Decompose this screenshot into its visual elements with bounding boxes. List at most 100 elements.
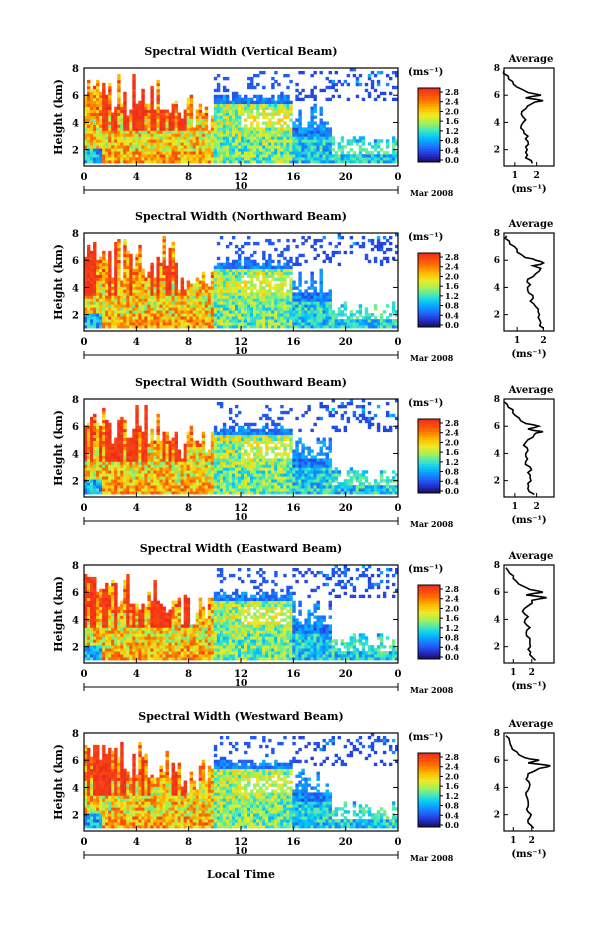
- heatmap-cell: [355, 310, 360, 314]
- heatmap-cell: [289, 157, 293, 161]
- heatmap-cell: [274, 313, 278, 317]
- heatmap-cell: [367, 157, 372, 161]
- heatmap-cell: [244, 283, 248, 287]
- heatmap-cell: [108, 325, 112, 329]
- heatmap-cell: [120, 133, 124, 137]
- profile-y-tick-label: 6: [494, 256, 500, 266]
- heatmap-cell: [210, 292, 215, 296]
- colorbar-segment: [418, 276, 440, 280]
- heatmap-cell: [213, 425, 218, 430]
- heatmap-cell: [108, 94, 112, 99]
- heatmap-cell: [304, 157, 308, 161]
- heatmap-cell: [99, 310, 103, 314]
- heatmap-cell: [189, 437, 194, 441]
- heatmap-cell: [159, 292, 163, 296]
- heatmap-cell: [114, 286, 118, 290]
- heatmap-cell: [301, 154, 305, 158]
- heatmap-cell: [313, 133, 317, 137]
- heatmap-cell: [271, 277, 275, 281]
- heatmap-cell: [135, 118, 139, 122]
- heatmap-cell: [147, 286, 151, 290]
- heatmap-cell: [159, 491, 163, 495]
- heatmap-cell: [87, 488, 91, 492]
- heatmap-cell: [96, 455, 100, 459]
- heatmap-cell: [213, 464, 218, 468]
- heatmap-cell: [96, 479, 100, 483]
- heatmap-cell: [141, 470, 145, 474]
- heatmap-cell: [159, 325, 163, 329]
- heatmap-cell: [84, 446, 88, 450]
- heatmap-cell: [304, 94, 308, 99]
- heatmap-cell: [168, 139, 172, 143]
- heatmap-cell: [310, 106, 314, 110]
- heatmap-cell: [117, 94, 121, 99]
- heatmap-cell: [111, 151, 115, 155]
- heatmap-cell: [210, 151, 215, 155]
- heatmap-cell: [183, 307, 188, 311]
- heatmap-cell: [126, 313, 130, 317]
- heatmap-cell: [90, 286, 94, 290]
- heatmap-cell: [391, 142, 396, 146]
- heatmap-cell: [352, 241, 357, 246]
- heatmap-cell: [174, 461, 178, 465]
- heatmap-cell: [141, 437, 145, 441]
- heatmap-cell: [144, 289, 148, 293]
- heatmap-cell: [135, 482, 139, 486]
- heatmap-cell: [108, 112, 112, 116]
- colorbar-segment: [418, 106, 440, 110]
- heatmap-cell: [334, 154, 339, 158]
- heatmap-cell: [126, 271, 130, 275]
- heatmap-cell: [132, 76, 136, 81]
- heatmap-cell: [292, 148, 296, 152]
- heatmap-cell: [286, 262, 290, 267]
- heatmap-cell: [204, 289, 209, 293]
- heatmap-cell: [114, 250, 118, 255]
- heatmap-cell: [328, 136, 332, 140]
- heatmap-cell: [162, 154, 166, 158]
- heatmap-cell: [114, 325, 118, 329]
- heatmap-cell: [334, 244, 339, 249]
- heatmap-cell: [129, 151, 133, 155]
- heatmap-cell: [277, 82, 281, 87]
- heatmap-cell: [153, 286, 157, 290]
- heatmap-cell: [90, 139, 94, 143]
- heatmap-cell: [216, 437, 221, 441]
- heatmap-cell: [171, 259, 175, 264]
- heatmap-cell: [241, 154, 245, 158]
- heatmap-cell: [385, 154, 390, 158]
- heatmap-cell: [144, 121, 148, 125]
- heatmap-cell: [105, 259, 109, 264]
- heatmap-cell: [262, 106, 266, 110]
- profile-x-tick-label: 2: [540, 336, 546, 346]
- colorbar-segment: [418, 103, 440, 107]
- heatmap-cell: [189, 118, 194, 122]
- heatmap-cell: [391, 304, 396, 308]
- heatmap-cell: [310, 124, 314, 128]
- heatmap-cell: [367, 73, 372, 78]
- heatmap-cell: [135, 422, 139, 427]
- heatmap-cell: [138, 313, 142, 317]
- heatmap-cell: [165, 154, 169, 158]
- heatmap-cell: [162, 262, 166, 267]
- heatmap-cell: [213, 139, 218, 143]
- colorbar-segment: [418, 93, 440, 97]
- heatmap-cell: [141, 112, 145, 116]
- heatmap-cell: [99, 464, 103, 468]
- heatmap-cell: [102, 100, 106, 105]
- heatmap-cell: [349, 322, 354, 326]
- heatmap-cell: [165, 464, 169, 468]
- heatmap-cell: [349, 160, 354, 164]
- heatmap-cell: [162, 446, 166, 450]
- heatmap-cell: [168, 130, 172, 134]
- heatmap-cell: [117, 142, 121, 146]
- heatmap-cell: [105, 313, 109, 317]
- heatmap-cell: [198, 283, 203, 287]
- heatmap-cell: [168, 446, 172, 450]
- heatmap-cell: [123, 94, 127, 99]
- heatmap-cell: [180, 130, 185, 134]
- heatmap-cell: [186, 455, 191, 459]
- heatmap-cell: [120, 467, 124, 471]
- heatmap-cell: [337, 235, 342, 240]
- heatmap-cell: [192, 449, 197, 453]
- heatmap-cell: [328, 256, 332, 261]
